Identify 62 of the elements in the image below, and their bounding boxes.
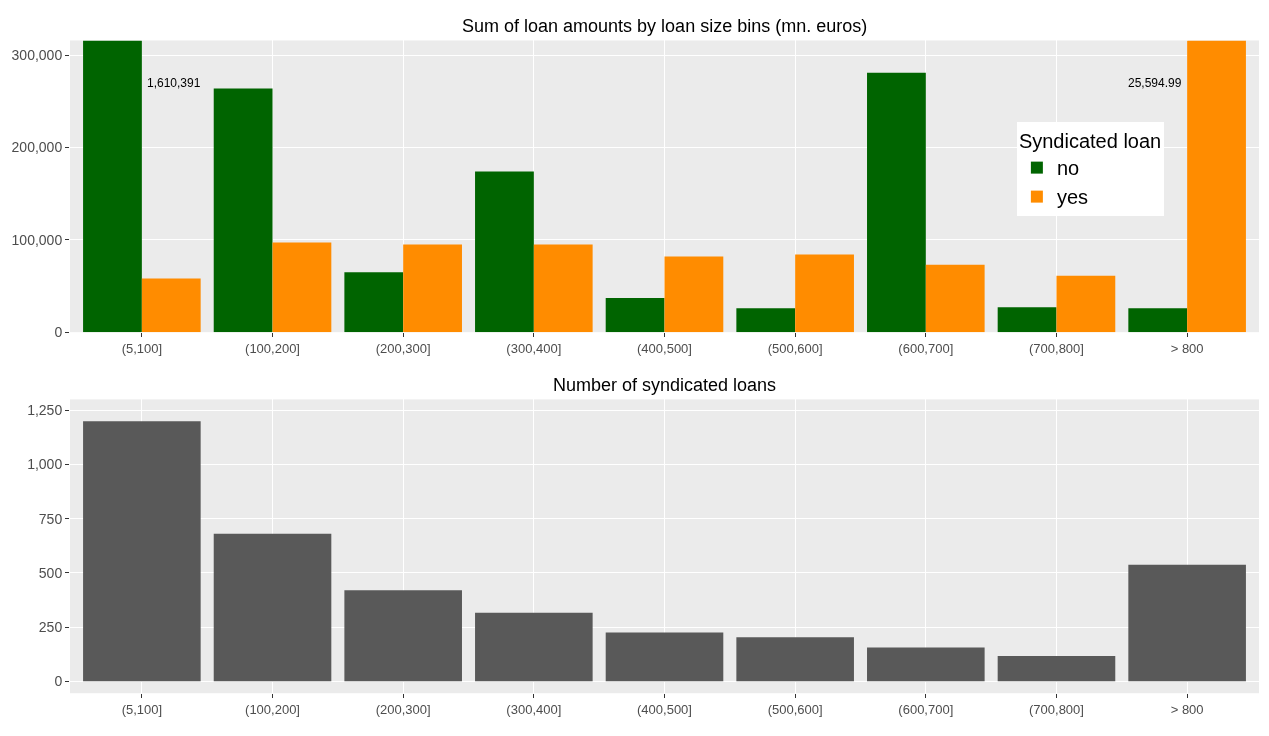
bar xyxy=(997,655,1116,682)
x-tick-label: > 800 xyxy=(1170,340,1204,356)
bar xyxy=(83,40,142,333)
bar xyxy=(736,308,796,333)
chart-title: Number of syndicated loans xyxy=(553,375,777,395)
y-tick-label: 1,250 xyxy=(27,402,63,419)
x-tick-label: (100,200] xyxy=(245,340,300,356)
y-tick-label: 500 xyxy=(38,564,63,581)
bar xyxy=(344,272,404,333)
y-tick-label: 100,000 xyxy=(11,231,63,248)
chart-title: Sum of loan amounts by loan size bins (mn. euros) xyxy=(462,16,868,36)
y-tick-label: 0 xyxy=(54,324,63,341)
legend-label: no xyxy=(1056,157,1080,180)
legend-label: yes xyxy=(1056,186,1089,209)
legend-title: Syndicated loan xyxy=(1018,130,1162,153)
y-tick-label: 1,000 xyxy=(27,456,63,473)
bar xyxy=(1056,275,1116,333)
y-tick-label: 250 xyxy=(38,618,63,635)
x-tick-label: (500,600] xyxy=(767,340,823,356)
bar xyxy=(795,254,854,333)
bar xyxy=(925,264,985,333)
y-tick-label: 200,000 xyxy=(11,139,63,156)
annotation: 25,594.99 xyxy=(1128,76,1182,90)
y-tick-label: 300,000 xyxy=(11,47,63,64)
bar xyxy=(867,72,926,333)
bar xyxy=(213,88,273,333)
x-tick-label: (700,800] xyxy=(1029,701,1084,717)
bar xyxy=(664,256,724,333)
bar xyxy=(272,242,332,333)
bar xyxy=(736,637,854,682)
x-tick-label: (100,200] xyxy=(245,701,300,717)
bar xyxy=(1128,564,1246,682)
x-tick-label: (5,100] xyxy=(121,701,163,717)
x-tick-label: (400,500] xyxy=(637,701,692,717)
x-tick-label: (600,700] xyxy=(898,340,954,356)
bar xyxy=(141,278,201,333)
bar xyxy=(533,244,593,333)
x-tick-label: (200,300] xyxy=(375,340,431,356)
annotation: 1,610,391 xyxy=(147,76,201,90)
bar xyxy=(344,590,462,682)
bar xyxy=(997,307,1057,333)
bar xyxy=(605,632,724,682)
bar xyxy=(1128,308,1188,333)
x-tick-label: (700,800] xyxy=(1029,340,1084,356)
bar xyxy=(83,421,201,682)
x-tick-label: (600,700] xyxy=(898,701,954,717)
x-tick-label: (300,400] xyxy=(506,340,562,356)
bar xyxy=(403,244,462,333)
bar xyxy=(1187,40,1246,333)
x-tick-label: (200,300] xyxy=(375,701,431,717)
bar xyxy=(213,533,332,682)
y-tick-label: 750 xyxy=(38,510,63,527)
x-tick-label: > 800 xyxy=(1170,701,1204,717)
x-tick-label: (500,600] xyxy=(767,701,823,717)
bar xyxy=(867,647,985,682)
bar xyxy=(605,297,665,333)
bar xyxy=(475,612,593,682)
bar xyxy=(475,171,534,333)
y-tick-label: 0 xyxy=(54,673,63,690)
x-tick-label: (400,500] xyxy=(637,340,692,356)
x-tick-label: (5,100] xyxy=(121,340,163,356)
x-tick-label: (300,400] xyxy=(506,701,562,717)
